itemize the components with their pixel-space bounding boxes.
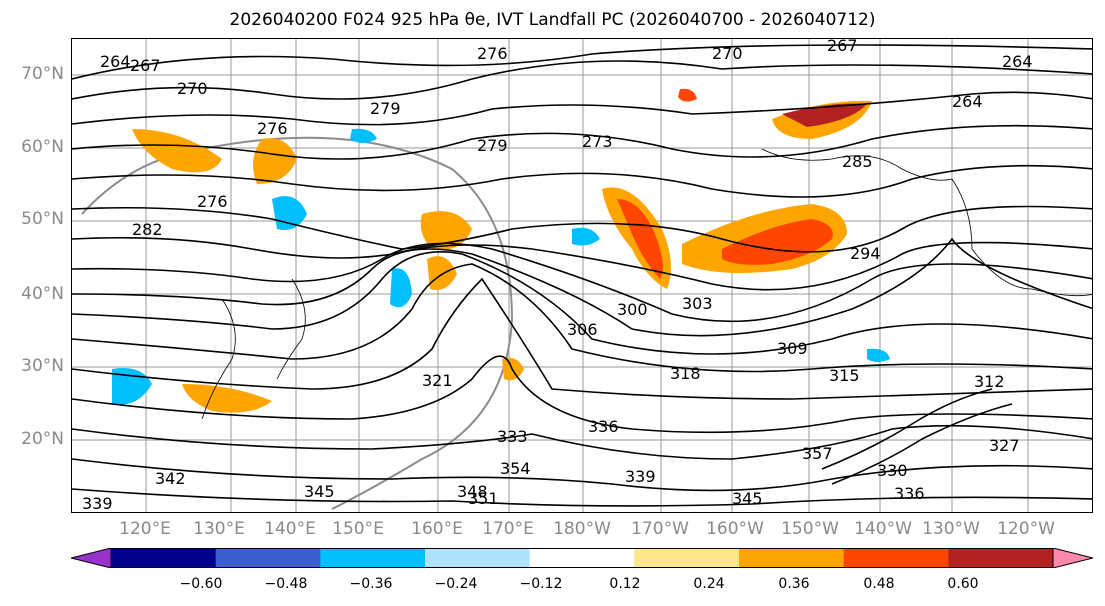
contour-label: 270: [712, 44, 743, 63]
lat-label-50n: 50°N: [21, 209, 64, 229]
contour-label: 306: [567, 320, 598, 339]
contour-labels: 264 267 270 270 267 264 264 276 276 279 …: [82, 39, 1033, 513]
colorbar-segment: [843, 548, 949, 568]
contour-label: 345: [304, 482, 335, 501]
lon-label-140w: 140°W: [854, 519, 912, 539]
contour-label: 300: [617, 300, 648, 319]
colorbar-tick: −0.36: [349, 576, 393, 592]
contour-label: 273: [582, 132, 613, 151]
colorbar-segment: [529, 548, 635, 568]
contour-label: 285: [842, 152, 873, 171]
map-panel: 264 267 270 270 267 264 264 276 276 279 …: [71, 38, 1093, 513]
contour-label: 339: [82, 494, 113, 513]
contour-label: 270: [177, 79, 208, 98]
lon-label-130w: 130°W: [922, 519, 980, 539]
contour-label: 348: [457, 482, 488, 501]
contour-label: 330: [877, 461, 908, 480]
contour-label: 276: [257, 119, 288, 138]
contour-label: 264: [100, 52, 131, 71]
coastlines: [201, 148, 1092, 420]
lon-label-120e: 120°E: [119, 519, 171, 539]
contour-label: 342: [155, 469, 186, 488]
colorbar-frame: [110, 548, 1054, 568]
lon-label-140e: 140°E: [264, 519, 316, 539]
colorbar-tick: −0.24: [434, 576, 478, 592]
colorbar-tick: 0.24: [693, 576, 725, 592]
contour-label: 327: [989, 436, 1020, 455]
colorbar-segment: [320, 548, 426, 568]
contour-label: 276: [197, 192, 228, 211]
lon-label-120w: 120°W: [997, 519, 1055, 539]
colorbar-segment: [634, 548, 740, 568]
contour-label: 264: [952, 92, 983, 111]
contour-label: 357: [802, 444, 833, 463]
lon-label-130e: 130°E: [193, 519, 245, 539]
colorbar-tick: 0.60: [947, 576, 979, 592]
contour-label: 333: [497, 427, 528, 446]
contour-label: 267: [130, 56, 161, 75]
lon-label-170e: 170°E: [482, 519, 534, 539]
contour-label: 264: [1002, 52, 1033, 71]
contour-label: 267: [827, 39, 858, 55]
colorbar-segment: [215, 548, 321, 568]
lon-label-180w: 180°W: [553, 519, 611, 539]
colorbar-tick: 0.12: [609, 576, 641, 592]
contour-label: 345: [732, 489, 763, 508]
lat-label-70n: 70°N: [21, 64, 64, 84]
contour-label: 354: [500, 459, 531, 478]
colorbar-tick: −0.48: [264, 576, 308, 592]
lon-label-170w: 170°W: [631, 519, 689, 539]
lat-label-40n: 40°N: [21, 284, 64, 304]
colorbar-tick: −0.60: [179, 576, 223, 592]
colorbar-segment: [948, 548, 1054, 568]
contour-label: 303: [682, 294, 713, 313]
contour-label: 312: [974, 372, 1005, 391]
lat-label-20n: 20°N: [21, 429, 64, 449]
colorbar-extend-low: [71, 548, 112, 568]
contour-label: 309: [777, 339, 808, 358]
contour-label: 318: [670, 364, 701, 383]
lon-label-160w: 160°W: [706, 519, 764, 539]
colorbar-segments: [71, 548, 1093, 568]
contour-label: 279: [477, 136, 508, 155]
colorbar-segment: [111, 548, 217, 568]
contour-label: 315: [829, 366, 860, 385]
colorbar-tick: −0.12: [519, 576, 563, 592]
lat-label-60n: 60°N: [21, 137, 64, 157]
colorbar: [71, 548, 1093, 568]
contour-label: 351: [468, 489, 499, 508]
colorbar-tick: 0.36: [778, 576, 810, 592]
lon-label-150w: 150°W: [781, 519, 839, 539]
contour-label: 339: [625, 467, 656, 486]
contour-label: 336: [894, 484, 925, 503]
colorbar-tick: 0.48: [863, 576, 895, 592]
theta-e-contours: [72, 44, 1092, 507]
map-title: 2026040200 F024 925 hPa θe, IVT Landfall…: [229, 10, 876, 30]
colorbar-segment: [425, 548, 531, 568]
contour-label: 276: [477, 44, 508, 63]
contour-label: 279: [370, 99, 401, 118]
lon-label-160e: 160°E: [411, 519, 463, 539]
colorbar-segment: [739, 548, 845, 568]
contour-label: 294: [850, 244, 881, 263]
colorbar-extend-high: [1052, 548, 1093, 568]
map-canvas: 264 267 270 270 267 264 264 276 276 279 …: [72, 39, 1092, 513]
ivt-shading: [112, 88, 890, 413]
contour-label: 321: [422, 371, 453, 390]
lon-label-150e: 150°E: [332, 519, 384, 539]
contour-label: 282: [132, 220, 163, 239]
lat-label-30n: 30°N: [21, 356, 64, 376]
contour-label: 336: [588, 417, 619, 436]
